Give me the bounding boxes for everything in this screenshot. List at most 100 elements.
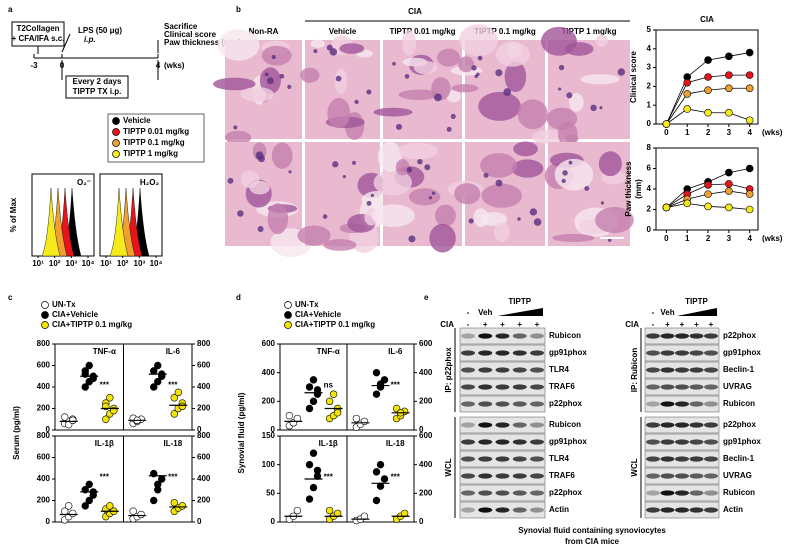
blot-band (646, 422, 660, 428)
blot-band (704, 439, 718, 445)
blot-band (675, 384, 689, 390)
data-point (662, 203, 671, 212)
tissue (224, 130, 252, 145)
y-tick-label: 400 (262, 368, 276, 377)
x-tick-label: 3 (727, 234, 732, 243)
tissue (565, 134, 579, 144)
y-tick-label: 5 (647, 25, 652, 34)
tissue (595, 34, 608, 47)
panel-title: IL-1β (319, 439, 338, 448)
data-point (81, 383, 89, 391)
blot-band (495, 490, 510, 496)
tissue (279, 73, 285, 79)
legend-label: CIA+TIPTP 0.1 mg/kg (52, 320, 132, 329)
cia-sign: + (535, 320, 540, 329)
legend-label: TIPTP 0.1 mg/kg (123, 138, 185, 147)
data-point (745, 116, 754, 125)
tissue (568, 160, 573, 165)
chart-title: CIA (700, 15, 714, 24)
x-tick-label: 1 (685, 128, 690, 137)
blot-row-label: Beclin-1 (723, 454, 755, 463)
caption: from CIA mice (565, 537, 619, 546)
blot-band (495, 333, 510, 339)
y-tick-label: 3 (647, 63, 652, 72)
ip-label: IP: p22phox (444, 347, 453, 393)
data-point (745, 71, 754, 79)
tissue (271, 142, 293, 169)
legend-marker (112, 139, 120, 147)
cia-label: CIA (440, 320, 454, 329)
data-point (150, 496, 158, 505)
tissue (446, 90, 461, 103)
blot-row-label: gp91phox (549, 348, 587, 357)
data-point (704, 181, 712, 189)
panel-title: IL-6 (166, 347, 181, 356)
tissue (334, 67, 347, 95)
blot-band (675, 422, 689, 428)
tissue (424, 164, 431, 171)
blot-band (660, 473, 675, 479)
x-tick-label: 3 (727, 128, 732, 137)
data-point (309, 483, 318, 492)
tissue (406, 167, 413, 173)
data-point (150, 383, 158, 391)
tissue (217, 29, 260, 61)
timeline-text: Sacrifice (164, 22, 198, 31)
tissue (458, 24, 498, 57)
y-tick-label: 0 (419, 517, 424, 526)
histology-column-label: Vehicle (329, 27, 357, 36)
blot-band (478, 439, 493, 445)
tissue (373, 169, 413, 196)
data-point (745, 205, 754, 214)
y-tick-label: 1 (647, 100, 652, 109)
tissue (323, 239, 357, 251)
blot-row-label: TRAF6 (549, 471, 575, 480)
tissue (435, 204, 456, 227)
data-point (178, 402, 187, 411)
x-tick-label: 2 (706, 234, 711, 243)
data-point (725, 84, 733, 93)
data-point (360, 417, 369, 426)
blot-band (530, 384, 544, 390)
blot-band (512, 490, 527, 496)
cia-label: CIA (625, 320, 639, 329)
panel-title: IL-18 (163, 439, 182, 448)
y-tick-label: 800 (37, 339, 51, 348)
tissue (335, 75, 342, 82)
blot-band (689, 456, 704, 462)
blot-band (675, 350, 689, 356)
data-point (372, 496, 381, 505)
blot-band (478, 490, 493, 496)
flow-tick-label: 10¹ (100, 259, 112, 268)
blot-band (704, 333, 718, 339)
cia-sign: + (709, 320, 714, 329)
x-axis-label: (wks) (762, 234, 783, 243)
data-point (725, 71, 733, 79)
treatment-box (65, 75, 129, 99)
timeline-text: Paw thickness (mm) (164, 38, 241, 47)
tissue (313, 49, 318, 54)
legend-label: CIA+Vehicle (295, 310, 342, 319)
blot-band (478, 401, 493, 407)
blot-band (646, 439, 660, 445)
legend-box (107, 113, 205, 163)
x-axis-label: (wks) (762, 128, 783, 137)
blot-band (478, 350, 493, 356)
panel-title: IL-6 (388, 347, 403, 356)
y-axis-label: Clinical score (629, 50, 638, 103)
blot-row-label: Rubicon (549, 331, 581, 340)
lane-label: Veh (660, 308, 674, 317)
tissue (431, 191, 436, 195)
data-point (725, 180, 733, 188)
blot-band (689, 490, 704, 496)
tissue (428, 196, 433, 200)
tissue (529, 208, 538, 216)
timeline-text: i.p. (84, 35, 96, 44)
y-tick-label: 200 (419, 396, 433, 405)
y-tick-label: 800 (197, 339, 211, 348)
x-tick-label: 1 (685, 234, 690, 243)
data-point (81, 502, 89, 510)
data-point (325, 506, 334, 515)
blot-band (495, 422, 510, 428)
blot-band (512, 473, 527, 479)
